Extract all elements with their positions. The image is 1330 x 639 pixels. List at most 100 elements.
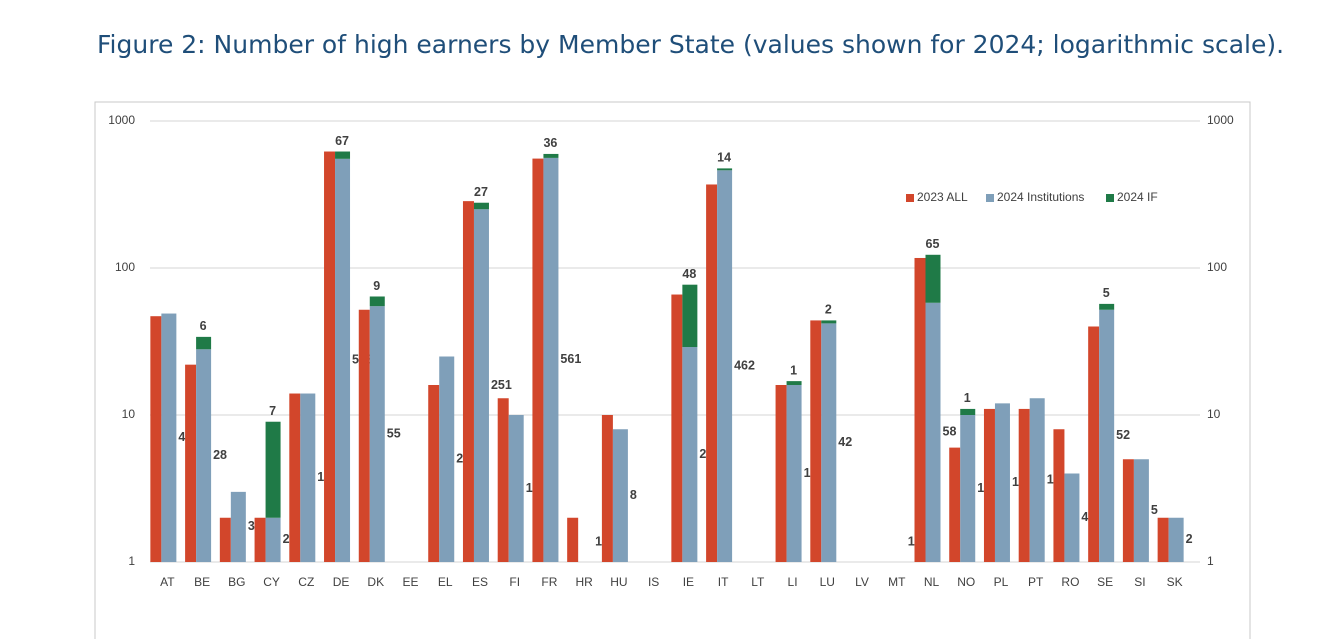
x-tick-label: LU	[820, 575, 835, 589]
data-label: 28	[213, 448, 227, 462]
legend-label: 2024 Institutions	[997, 190, 1084, 204]
bar-2024-if	[196, 336, 212, 350]
bar-2023	[1018, 408, 1030, 562]
x-tick-label: FI	[509, 575, 520, 589]
data-label: 4	[1081, 510, 1088, 524]
data-label: 7	[269, 404, 276, 418]
data-label: 5	[1103, 286, 1110, 300]
data-label: 5	[1151, 503, 1158, 517]
x-tick-label: PT	[1028, 575, 1044, 589]
data-label: 3	[248, 519, 255, 533]
bar-2024-institutions	[543, 157, 559, 562]
legend-swatch	[906, 194, 914, 202]
bar-2024-institutions	[682, 347, 698, 562]
x-tick-label: AT	[160, 575, 175, 589]
x-tick-label: HR	[575, 575, 593, 589]
bar-2023	[497, 398, 509, 562]
bar-2023	[1157, 517, 1169, 562]
x-tick-label: EL	[438, 575, 453, 589]
x-tick-label: DK	[367, 575, 384, 589]
bar-2024-institutions	[1099, 309, 1115, 562]
bar-2023	[185, 364, 197, 562]
x-tick-label: ES	[472, 575, 488, 589]
bar-2023	[914, 257, 926, 562]
x-tick-label: BE	[194, 575, 210, 589]
data-label: 251	[491, 378, 512, 392]
bar-2024-institutions	[335, 158, 351, 563]
bar-2023	[532, 158, 544, 562]
bar-2023	[254, 517, 266, 562]
data-label: 1	[908, 534, 915, 548]
bar-2024-if	[335, 151, 351, 159]
x-tick-label: CY	[263, 575, 280, 589]
bar-2024-if	[265, 421, 281, 518]
legend-swatch	[1106, 194, 1114, 202]
bar-2024-if	[925, 254, 941, 303]
bar-2024-institutions	[821, 323, 837, 562]
bar-2024-if	[960, 408, 976, 415]
x-tick-label: FR	[541, 575, 557, 589]
x-tick-label: IS	[648, 575, 659, 589]
bar-2024-if	[717, 168, 733, 171]
bar-2023	[601, 415, 613, 562]
x-tick-label: NO	[957, 575, 975, 589]
bar-2023	[462, 201, 474, 562]
x-tick-label: RO	[1061, 575, 1079, 589]
data-label: 58	[943, 425, 957, 439]
chart-frame	[94, 101, 1251, 639]
bar-2023	[706, 184, 718, 562]
data-label: 2	[1186, 532, 1193, 546]
x-tick-label: BG	[228, 575, 245, 589]
data-label: 561	[560, 352, 581, 366]
x-tick-label: LI	[788, 575, 798, 589]
bar-2023	[1088, 326, 1100, 562]
data-label: 48	[682, 267, 696, 281]
y2-tick-label: 1	[1207, 554, 1214, 568]
data-label: 1	[790, 363, 797, 377]
bar-2024-institutions	[369, 306, 385, 562]
bar-2023	[567, 517, 579, 562]
y-tick-label: 100	[115, 260, 135, 274]
bar-2024-institutions	[1168, 517, 1184, 562]
y-tick-label: 1000	[108, 113, 135, 127]
bar-2023	[775, 384, 787, 562]
bar-2024-institutions	[230, 491, 246, 562]
bar-2023	[289, 393, 301, 562]
bar-2023	[983, 408, 995, 562]
x-tick-label: NL	[924, 575, 940, 589]
bar-2023	[324, 151, 336, 562]
data-label: 1	[595, 534, 602, 548]
y2-tick-label: 10	[1207, 407, 1221, 421]
data-label: 36	[543, 136, 557, 150]
x-tick-label: SE	[1097, 575, 1113, 589]
bar-2024-if	[821, 320, 837, 324]
x-tick-label: SK	[1167, 575, 1183, 589]
bar-2023	[428, 384, 440, 562]
data-label: 2	[283, 532, 290, 546]
y-tick-label: 1	[128, 554, 135, 568]
x-tick-label: EE	[402, 575, 418, 589]
bar-2023	[150, 316, 162, 562]
bar-2024-institutions	[925, 302, 941, 562]
data-label: 42	[838, 435, 852, 449]
data-label: 55	[387, 426, 401, 440]
x-tick-label: LV	[855, 575, 869, 589]
data-label: 65	[926, 237, 940, 251]
data-label: 27	[474, 185, 488, 199]
legend-swatch	[986, 194, 994, 202]
x-tick-label: CZ	[298, 575, 314, 589]
bar-2024-institutions	[994, 403, 1010, 562]
bar-2024-institutions	[439, 356, 455, 562]
bar-2024-institutions	[1133, 459, 1149, 562]
x-tick-label: PL	[994, 575, 1009, 589]
bar-2024-institutions	[960, 415, 976, 562]
data-label: 67	[335, 134, 349, 148]
bar-2024-if	[682, 284, 698, 348]
bar-2024-if	[786, 381, 802, 385]
x-tick-label: LT	[751, 575, 765, 589]
y2-tick-label: 100	[1207, 260, 1227, 274]
chart-title: Figure 2: Number of high earners by Memb…	[97, 30, 1285, 59]
x-tick-label: HU	[610, 575, 627, 589]
